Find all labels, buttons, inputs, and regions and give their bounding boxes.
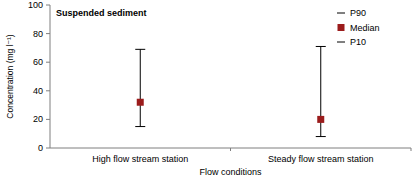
y-tick (46, 5, 50, 6)
y-tick-label: 0 (38, 143, 43, 153)
y-tick (46, 62, 50, 63)
y-axis-label: Concentration (mg l⁻¹) (5, 34, 15, 118)
y-tick-label: 40 (33, 86, 43, 96)
y-tick-label: 100 (28, 0, 43, 10)
error-bar-cap (316, 136, 326, 137)
x-tick-label: High flow stream station (92, 154, 188, 164)
error-bar-cap (135, 126, 145, 127)
y-tick-label: 60 (33, 57, 43, 67)
y-tick-label: 80 (33, 29, 43, 39)
chart-container: 0 20 40 60 80 100 High flow stream station Stea… (0, 0, 419, 179)
error-bar-range (140, 49, 141, 126)
legend-label: P10 (350, 37, 366, 47)
y-tick (46, 33, 50, 34)
median-marker (317, 116, 324, 123)
chart-svg: 0 20 40 60 80 100 High flow stream station Stea… (0, 0, 419, 179)
plot-marks (135, 46, 326, 136)
y-tick (46, 119, 50, 120)
x-tick (230, 148, 231, 151)
y-tick (46, 90, 50, 91)
legend-swatch (337, 42, 345, 43)
y-axis-line (50, 5, 51, 148)
error-bar-cap (316, 46, 326, 47)
x-tick-label: Steady flow stream station (268, 154, 374, 164)
x-axis-label: Flow conditions (199, 167, 262, 177)
y-tick (46, 148, 50, 149)
legend-swatch (337, 13, 345, 14)
error-bar-range (320, 46, 321, 136)
legend-swatch (338, 24, 345, 31)
legend-label: Median (350, 23, 380, 33)
x-tick (411, 148, 412, 151)
chart-title: Suspended sediment (56, 8, 147, 18)
median-marker (137, 99, 144, 106)
error-bar-cap (135, 49, 145, 50)
y-tick-label: 20 (33, 114, 43, 124)
legend-label: P90 (350, 8, 366, 18)
